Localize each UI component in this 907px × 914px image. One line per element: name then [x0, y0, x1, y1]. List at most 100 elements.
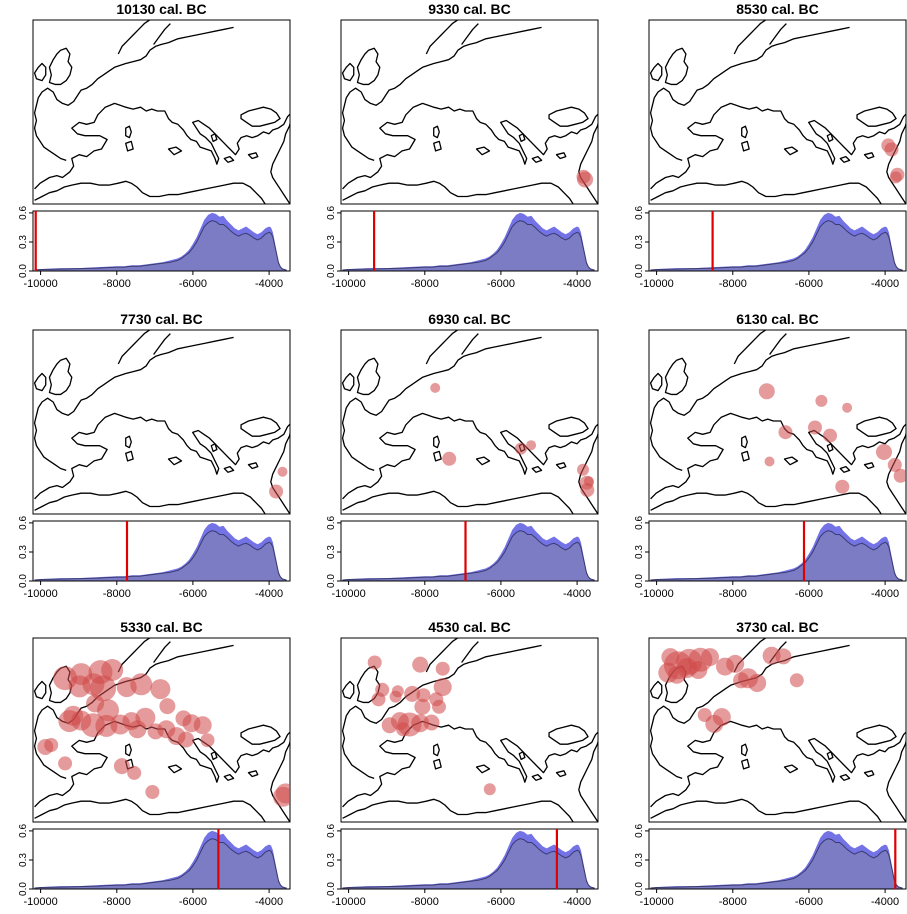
site-point: [391, 685, 404, 698]
site-point: [145, 785, 160, 799]
panels-root: 10130 cal. BC 0.0 0.3 0.6 -10000 -8000 -6000 -4…: [18, 1, 907, 908]
xtick-label: -6000: [487, 278, 515, 290]
site-point: [577, 463, 589, 476]
ytick-label: 0.6: [326, 824, 337, 838]
spd-frame: [648, 520, 907, 582]
site-point: [416, 688, 431, 703]
spd-frame: [32, 210, 291, 272]
coastline: [33, 330, 290, 514]
xtick-label: -10000: [639, 588, 673, 600]
spd-plot: 0.0 0.3 0.6 -10000 -8000 -6000 -4000: [18, 206, 291, 290]
coastline: [341, 638, 598, 822]
coastline: [33, 20, 290, 204]
map: [648, 637, 907, 823]
panel-title: 4530 cal. BC: [428, 619, 511, 635]
ytick-label: 0.3: [634, 235, 645, 249]
spd-frame: [648, 210, 907, 272]
coastline: [341, 20, 598, 204]
spd-plot: 0.0 0.3 0.6 -10000 -8000 -6000 -4000: [634, 824, 907, 908]
site-point: [733, 672, 750, 689]
panel-title: 10130 cal. BC: [116, 1, 206, 17]
site-point: [269, 484, 284, 499]
spd-frame: [32, 520, 291, 582]
site-point: [526, 440, 537, 451]
panel-5: 6930 cal. BC 0.0 0.3 0.6 -10000 -8000 -6000 -40…: [326, 311, 599, 600]
spd-mean: [650, 220, 903, 272]
spd-mean: [342, 220, 595, 272]
xtick-label: -10000: [639, 278, 673, 290]
site-point: [775, 648, 792, 665]
panel-3: 8530 cal. BC 0.0 0.3 0.6 -10000 -8000 -6000 -40…: [634, 1, 907, 290]
panel-2: 9330 cal. BC 0.0 0.3 0.6 -10000 -8000 -6000 -40…: [326, 1, 599, 290]
site-point: [701, 648, 719, 667]
site-point: [514, 442, 527, 455]
ytick-label: 0.6: [634, 824, 645, 838]
ytick-label: 0.0: [634, 264, 645, 278]
ytick-label: 0.0: [326, 264, 337, 278]
spd-plot: 0.0 0.3 0.6 -10000 -8000 -6000 -4000: [634, 516, 907, 600]
site-point: [430, 382, 441, 393]
xtick-label: -8000: [719, 588, 747, 600]
site-point: [580, 483, 595, 498]
xtick-label: -10000: [23, 896, 57, 908]
site-point: [381, 717, 398, 734]
site-point: [442, 451, 457, 466]
xtick-label: -8000: [719, 278, 747, 290]
site-point: [135, 707, 156, 728]
site-point: [432, 699, 446, 714]
site-point: [277, 466, 288, 477]
xtick-label: -6000: [795, 588, 823, 600]
ytick-label: 0.3: [18, 235, 29, 249]
site-point: [764, 456, 775, 467]
site-point: [778, 425, 793, 440]
map-frame: [648, 19, 907, 205]
site-point: [823, 428, 837, 443]
xtick-label: -10000: [23, 278, 57, 290]
site-point: [113, 758, 130, 775]
spd-mean: [34, 220, 287, 272]
xtick-label: -4000: [563, 896, 591, 908]
ytick-label: 0.3: [326, 235, 337, 249]
map: [648, 19, 907, 205]
panel-title: 7730 cal. BC: [120, 311, 203, 327]
ytick-label: 0.0: [634, 574, 645, 588]
site-point: [815, 394, 828, 407]
spd-frame: [32, 828, 291, 890]
ytick-label: 0.3: [326, 853, 337, 867]
coastline: [649, 330, 906, 514]
xtick-label: -4000: [255, 278, 283, 290]
ytick-label: 0.0: [18, 882, 29, 896]
site-point: [876, 444, 892, 460]
site-point: [789, 673, 804, 688]
panel-4: 7730 cal. BC 0.0 0.3 0.6 -10000 -8000 -6000 -40…: [18, 311, 291, 600]
site-point: [697, 708, 712, 722]
ytick-label: 0.6: [634, 516, 645, 530]
xtick-label: -8000: [411, 896, 439, 908]
site-point: [884, 142, 899, 157]
map-frame: [32, 329, 291, 515]
site-point: [101, 659, 124, 681]
site-point: [887, 457, 902, 472]
xtick-label: -4000: [871, 588, 899, 600]
spd-plot: 0.0 0.3 0.6 -10000 -8000 -6000 -4000: [326, 516, 599, 600]
panel-title: 6930 cal. BC: [428, 311, 511, 327]
map: [340, 637, 599, 823]
panel-title: 6130 cal. BC: [736, 311, 819, 327]
xtick-label: -8000: [411, 588, 439, 600]
xtick-label: -4000: [563, 588, 591, 600]
spd-plot: 0.0 0.3 0.6 -10000 -8000 -6000 -4000: [18, 516, 291, 600]
xtick-label: -10000: [331, 278, 365, 290]
spd-frame: [648, 828, 907, 890]
xtick-label: -10000: [331, 588, 365, 600]
site-point: [367, 655, 382, 670]
ytick-label: 0.6: [326, 206, 337, 220]
ytick-label: 0.0: [326, 882, 337, 896]
site-point: [273, 786, 290, 807]
map: [32, 19, 291, 205]
xtick-label: -6000: [179, 896, 207, 908]
map-frame: [340, 329, 599, 515]
xtick-label: -6000: [487, 896, 515, 908]
map: [340, 329, 599, 515]
xtick-label: -10000: [331, 896, 365, 908]
spd-mean: [34, 530, 287, 582]
